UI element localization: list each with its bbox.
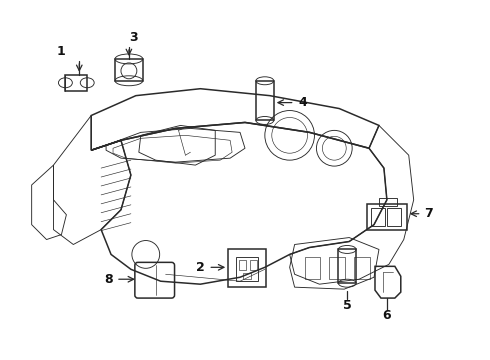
Text: 6: 6 — [383, 310, 391, 323]
Bar — [371, 208, 385, 226]
Text: 8: 8 — [104, 273, 112, 286]
Text: 2: 2 — [196, 261, 205, 274]
Text: 5: 5 — [343, 298, 352, 311]
Bar — [243, 273, 251, 279]
Bar — [250, 260, 257, 270]
Bar — [387, 208, 401, 226]
Bar — [305, 257, 320, 279]
Bar — [354, 257, 370, 279]
Text: 4: 4 — [298, 96, 307, 109]
Bar — [338, 249, 356, 283]
Bar — [228, 249, 266, 287]
Bar — [239, 260, 246, 270]
Text: 7: 7 — [424, 207, 433, 220]
Bar — [379, 198, 397, 206]
Bar — [256, 81, 274, 121]
Bar — [367, 204, 407, 230]
Bar — [65, 75, 87, 91]
Bar — [329, 257, 345, 279]
Text: 1: 1 — [57, 45, 66, 58]
Bar — [115, 59, 143, 81]
Bar — [236, 257, 258, 281]
Text: 3: 3 — [129, 31, 138, 44]
